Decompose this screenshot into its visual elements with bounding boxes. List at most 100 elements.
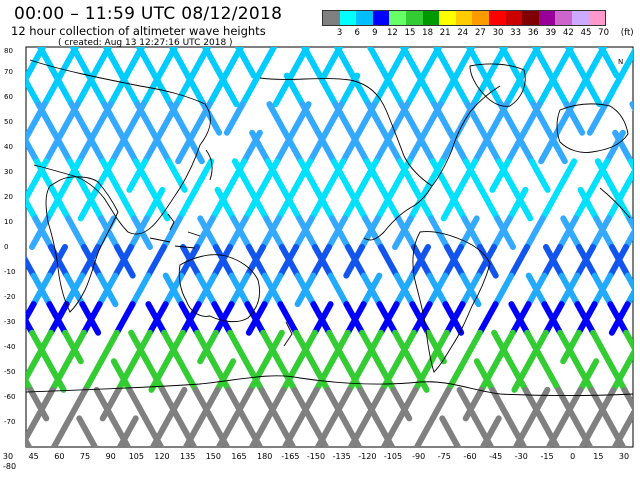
track-segment [555, 158, 578, 193]
lat-label: 50 [4, 118, 13, 126]
track-segment [98, 329, 120, 365]
chart-title: 00:00 – 11:59 UTC 08/12/2018 [14, 4, 283, 24]
lat-label: 30 [4, 168, 13, 176]
track-segment [390, 386, 413, 422]
lon-label: 30 [618, 452, 630, 461]
track-segment [513, 129, 535, 165]
lon-label: -45 [489, 452, 503, 461]
track-segment [357, 386, 380, 422]
track-segment [291, 158, 314, 193]
track-segment [242, 186, 265, 222]
track-segment [176, 358, 199, 393]
track-segment [412, 186, 435, 222]
color-swatch [538, 11, 556, 25]
track-segment [381, 415, 403, 447]
lon-label: 120 [154, 452, 170, 461]
track-segment [26, 375, 34, 393]
track-segment [608, 301, 631, 336]
track-segment [209, 358, 232, 393]
lon-label: 60 [54, 452, 65, 461]
track-segment [26, 358, 39, 385]
lon-label: 15 [593, 452, 604, 461]
track-segment [225, 158, 248, 193]
track-segment [162, 272, 185, 308]
track-segment [77, 186, 100, 222]
track-segment [414, 129, 436, 165]
track-segment [49, 186, 72, 222]
track-segment [44, 358, 67, 393]
track-segment [44, 186, 67, 222]
track-segment [115, 358, 138, 393]
lon-label: -165 [281, 452, 300, 461]
track-segment [407, 358, 430, 393]
color-scale-label: 30 [492, 28, 504, 38]
track-segment [110, 358, 133, 393]
coast-australia [178, 254, 260, 323]
track-segment [629, 101, 633, 112]
track-segment [245, 301, 268, 336]
track-segment [395, 215, 417, 250]
lat-label: 20 [4, 193, 13, 201]
track-segment [524, 215, 546, 250]
track-segment [26, 415, 40, 445]
track-segment [555, 386, 578, 422]
track-segment [572, 186, 595, 222]
track-segment [329, 215, 351, 250]
track-segment [429, 158, 452, 193]
coast-asia [29, 59, 211, 235]
track-segment [93, 386, 116, 422]
color-scale-label: 42 [562, 28, 574, 38]
track-segment [212, 301, 235, 336]
track-segment [247, 186, 270, 222]
lon-label: 75 [79, 452, 91, 461]
track-segment [506, 186, 529, 222]
track-segment [26, 135, 40, 165]
track-segment [590, 329, 612, 365]
track-segment [363, 158, 386, 193]
track-segment [330, 158, 353, 193]
track-segment [313, 186, 336, 222]
track-segment [145, 244, 167, 279]
track-segment [577, 186, 600, 222]
track-segment [345, 244, 367, 279]
lat-label-80: 80 [4, 47, 13, 55]
track-segment [428, 329, 450, 365]
track-segment [593, 215, 615, 250]
track-segment [136, 47, 158, 79]
track-segment [506, 358, 529, 393]
color-scale-label: 15 [404, 28, 416, 38]
track-segment [279, 244, 301, 279]
track-segment [277, 301, 300, 336]
track-segment [167, 101, 190, 136]
track-segment [26, 186, 34, 205]
lat-label: -30 [4, 318, 16, 326]
lon-label: 135 [180, 452, 196, 461]
track-segment [294, 272, 317, 308]
track-segment [132, 158, 155, 193]
track-segment [32, 329, 54, 365]
lon-label: 0 [570, 452, 576, 461]
track-segment [509, 301, 532, 336]
track-segment [478, 358, 501, 393]
track-segment [198, 386, 221, 422]
track-segment [258, 386, 281, 422]
track-segment [93, 158, 116, 193]
track-segment [315, 415, 337, 447]
track-segment [235, 47, 257, 79]
track-segment [180, 244, 202, 279]
track-segment [169, 47, 191, 79]
track-segment [588, 158, 611, 193]
north-label: N [618, 58, 624, 66]
track-segment [476, 301, 499, 336]
track-segment [609, 244, 631, 279]
track-segment [27, 386, 50, 422]
track-segment [612, 415, 633, 447]
track-segment [456, 158, 479, 193]
track-segment [445, 186, 468, 222]
track-segment [249, 415, 271, 447]
lon-label: -90 [412, 452, 426, 461]
track-segment [126, 158, 149, 193]
color-swatch [455, 11, 473, 25]
track-segment [514, 72, 537, 108]
color-scale-label: 27 [474, 28, 486, 38]
